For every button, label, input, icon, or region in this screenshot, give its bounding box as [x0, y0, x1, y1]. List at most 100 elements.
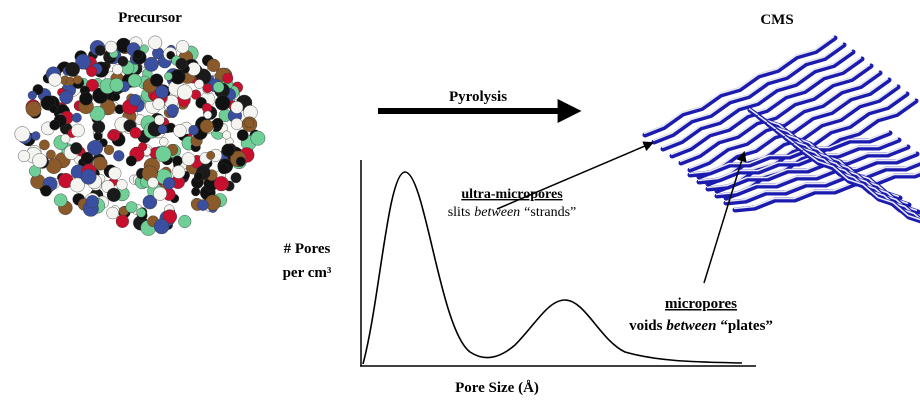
atom — [166, 104, 179, 117]
atom — [106, 206, 119, 220]
atom — [39, 139, 50, 151]
strand — [660, 49, 856, 152]
atom — [107, 131, 117, 141]
atom — [116, 179, 128, 191]
strand-highlight — [679, 63, 871, 163]
atom — [230, 117, 243, 130]
strand-highlight — [715, 151, 917, 196]
atom — [94, 45, 106, 56]
annotation-word: “plates” — [720, 318, 773, 334]
strand-highlight — [697, 137, 899, 182]
atom — [109, 78, 124, 93]
atom — [222, 130, 232, 140]
strand — [669, 56, 865, 159]
atom — [221, 143, 235, 157]
atom — [173, 124, 187, 138]
atom — [164, 72, 173, 81]
atom — [213, 176, 229, 192]
annotation-word: “strands” — [524, 205, 576, 220]
atom — [49, 104, 58, 114]
annotation-title: micropores — [665, 296, 737, 312]
annotation: micropores voids between “plates” — [629, 150, 773, 334]
atom — [17, 150, 30, 163]
atom — [197, 199, 209, 211]
atom — [79, 91, 93, 106]
strand — [696, 77, 892, 180]
annotation-word: between — [666, 318, 716, 334]
atom — [150, 73, 164, 87]
atom — [155, 145, 172, 163]
atom — [71, 123, 85, 138]
strand — [678, 63, 874, 166]
atom — [162, 209, 178, 224]
atom — [235, 156, 246, 167]
atom — [218, 163, 229, 175]
atom — [73, 75, 83, 85]
annotation-title: ultra-micropores — [461, 187, 563, 202]
strand-highlight — [724, 160, 920, 203]
atom — [111, 92, 121, 102]
strand-highlight — [643, 35, 835, 135]
strand-highlight — [652, 42, 844, 142]
atom — [175, 57, 188, 70]
atom — [129, 127, 142, 139]
atom — [199, 119, 214, 133]
atom — [222, 72, 234, 84]
atom — [27, 90, 37, 100]
atom — [54, 193, 68, 207]
precursor-label: Precursor — [118, 10, 182, 26]
atom — [163, 177, 176, 190]
atom — [212, 81, 225, 93]
atom — [143, 56, 159, 72]
strand — [687, 130, 893, 178]
annotation-text: slits between “strands” — [448, 205, 577, 220]
strand — [801, 149, 920, 224]
annotation-word: between — [474, 205, 520, 220]
atom — [147, 177, 159, 189]
atom — [202, 83, 213, 94]
atom — [154, 114, 165, 126]
atom — [155, 85, 169, 99]
atom — [188, 124, 199, 136]
atom — [178, 214, 192, 228]
atom — [191, 187, 201, 197]
strand — [696, 137, 902, 185]
annotation: ultra-micropores slits between “strands” — [448, 141, 654, 220]
strand — [651, 42, 847, 145]
atom — [14, 126, 31, 142]
atom — [176, 40, 190, 54]
atom — [230, 172, 242, 184]
atom — [138, 142, 148, 152]
atom — [40, 185, 52, 197]
plot: # Pores per cm³ Pore Size (Å) — [283, 160, 756, 396]
x-axis-label: Pore Size (Å) — [455, 380, 539, 396]
atom — [87, 139, 103, 156]
strand-highlight — [688, 70, 880, 170]
strand — [714, 151, 920, 199]
strand-highlight — [697, 77, 889, 177]
strand — [687, 70, 883, 173]
atom — [206, 58, 221, 72]
process-label: Pyrolysis — [449, 89, 507, 105]
strand — [732, 171, 920, 213]
atom — [104, 40, 118, 54]
atom — [31, 131, 41, 141]
atom — [125, 201, 138, 214]
atom — [93, 156, 108, 171]
y-axis-label: # Pores — [284, 241, 331, 257]
atom — [89, 105, 106, 122]
atom — [172, 155, 183, 167]
precursor-model — [14, 35, 266, 236]
atom — [211, 117, 224, 130]
annotation-arrow — [496, 141, 654, 210]
atom — [86, 65, 98, 77]
atom — [32, 153, 48, 169]
strand — [723, 160, 920, 206]
atom — [159, 137, 169, 147]
atom — [92, 120, 106, 134]
atom — [66, 77, 75, 86]
atom — [103, 144, 115, 156]
y-axis-label: per cm³ — [283, 265, 332, 281]
atom — [71, 112, 82, 123]
